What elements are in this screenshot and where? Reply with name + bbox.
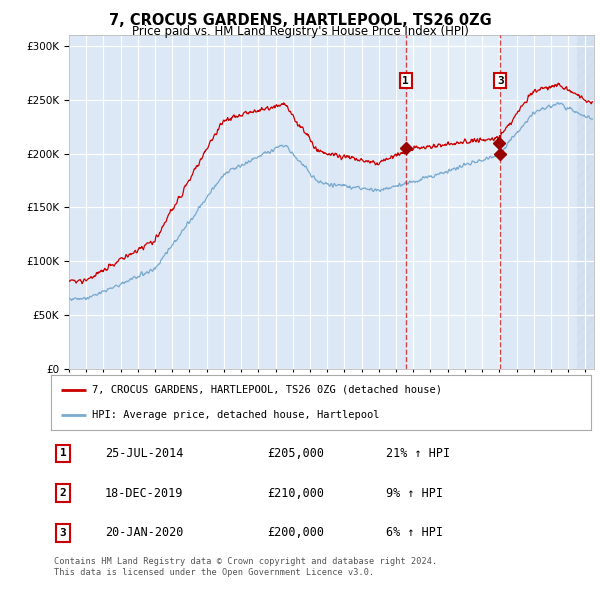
Text: This data is licensed under the Open Government Licence v3.0.: This data is licensed under the Open Gov… [54, 568, 374, 577]
Text: £210,000: £210,000 [267, 487, 324, 500]
Text: Contains HM Land Registry data © Crown copyright and database right 2024.: Contains HM Land Registry data © Crown c… [54, 558, 437, 566]
Text: 7, CROCUS GARDENS, HARTLEPOOL, TS26 0ZG: 7, CROCUS GARDENS, HARTLEPOOL, TS26 0ZG [109, 13, 491, 28]
Text: £200,000: £200,000 [267, 526, 324, 539]
Text: 20-JAN-2020: 20-JAN-2020 [105, 526, 184, 539]
Text: 2: 2 [59, 488, 66, 498]
Text: 7, CROCUS GARDENS, HARTLEPOOL, TS26 0ZG (detached house): 7, CROCUS GARDENS, HARTLEPOOL, TS26 0ZG … [91, 385, 442, 395]
Bar [577, 35, 594, 369]
Text: 1: 1 [403, 76, 409, 86]
Text: HPI: Average price, detached house, Hartlepool: HPI: Average price, detached house, Hart… [91, 410, 379, 420]
Text: 9% ↑ HPI: 9% ↑ HPI [386, 487, 443, 500]
Text: £205,000: £205,000 [267, 447, 324, 460]
Text: 25-JUL-2014: 25-JUL-2014 [105, 447, 184, 460]
Text: 18-DEC-2019: 18-DEC-2019 [105, 487, 184, 500]
Text: 6% ↑ HPI: 6% ↑ HPI [386, 526, 443, 539]
Text: 3: 3 [497, 76, 503, 86]
Text: 3: 3 [59, 528, 66, 537]
Text: 1: 1 [59, 448, 66, 458]
Bar [406, 35, 500, 369]
Text: 21% ↑ HPI: 21% ↑ HPI [386, 447, 450, 460]
Text: Price paid vs. HM Land Registry's House Price Index (HPI): Price paid vs. HM Land Registry's House … [131, 25, 469, 38]
